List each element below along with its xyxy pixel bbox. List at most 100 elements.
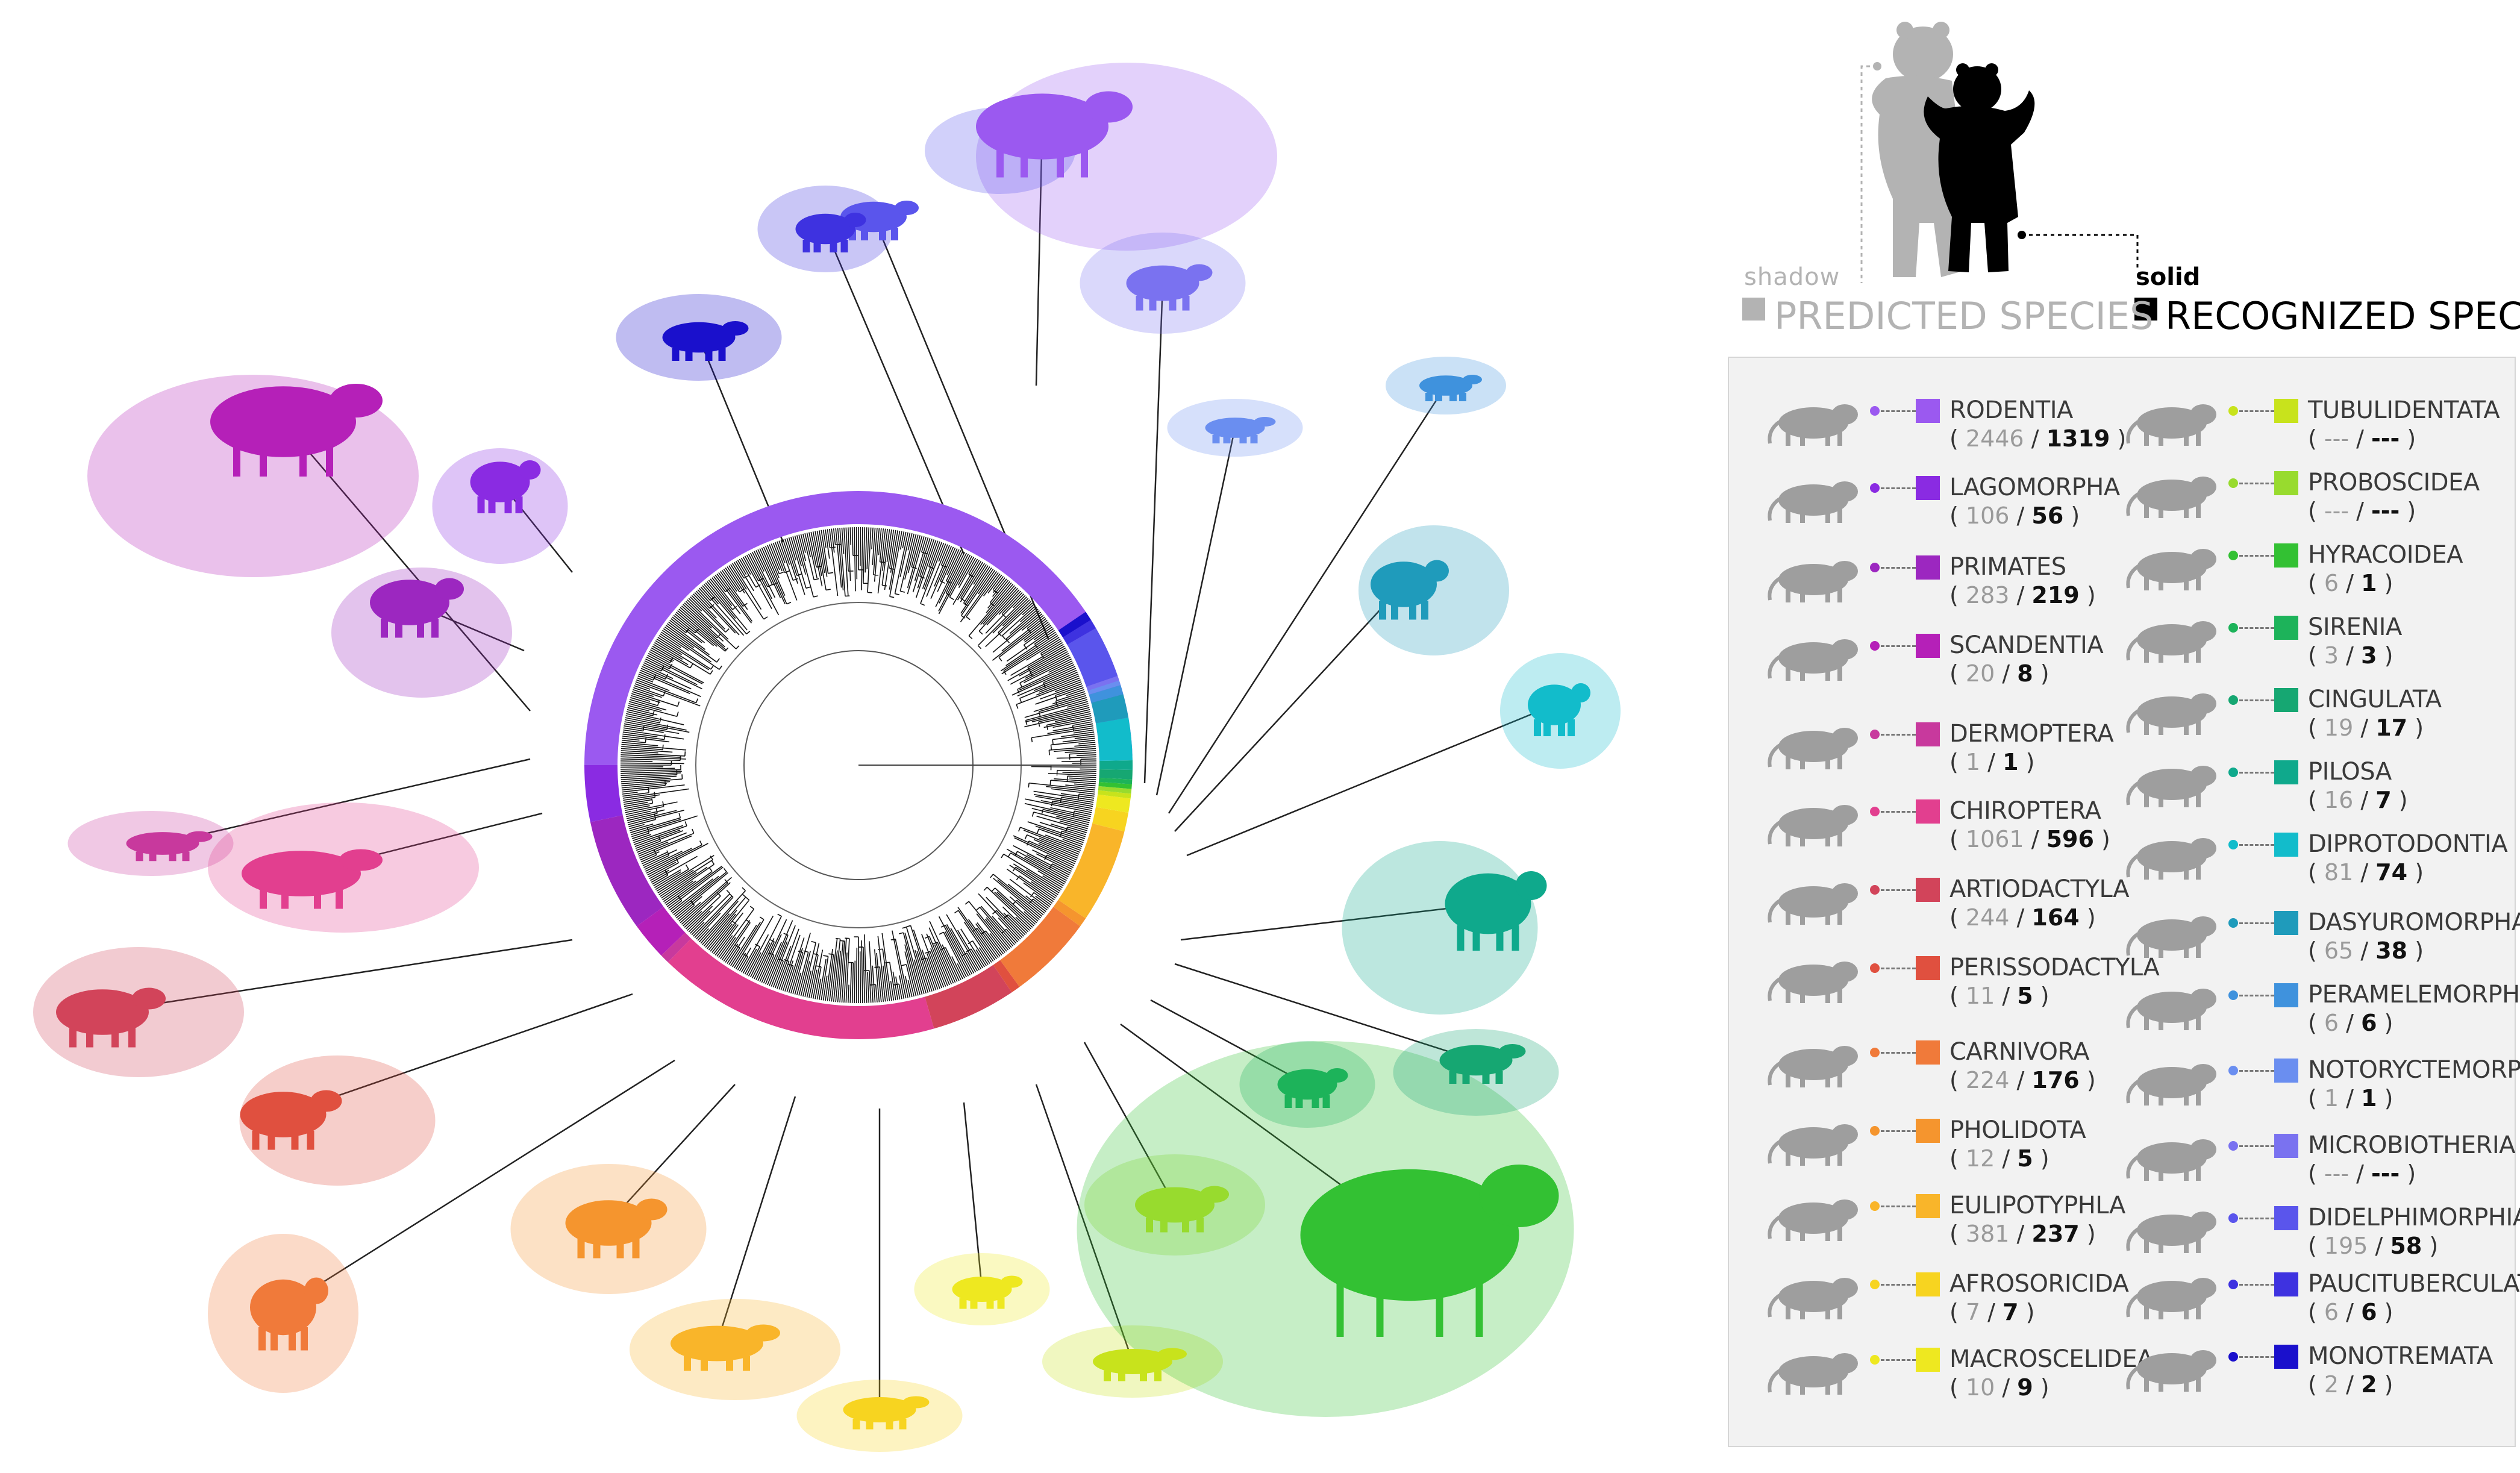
leader-lines: [102, 126, 1555, 1410]
order-name: DIPROTODONTIA: [2308, 830, 2508, 858]
bandicoot-silhouette-icon: [1419, 375, 1482, 401]
legend-entry-pholidota: PHOLIDOTA( 12 / 5 ): [1765, 1108, 2151, 1175]
order-name: SIRENIA: [2308, 613, 2402, 641]
recognized-count: 7: [2375, 787, 2392, 813]
recognized-count: 1319: [2046, 425, 2110, 452]
order-color-swatch: [2274, 399, 2298, 423]
predicted-count: 6: [2324, 1010, 2339, 1036]
order-color-swatch: [1916, 878, 1940, 902]
ring-segment-sirenia: [1099, 777, 1133, 784]
bear-solid-icon: [1924, 63, 2035, 272]
legend-connector: [2239, 1284, 2274, 1286]
predicted-species-label: PREDICTED SPECIES: [1774, 294, 2154, 338]
order-counts: ( 65 / 38 ): [2308, 937, 2424, 964]
platypus-silhouette-icon: [662, 321, 749, 361]
leader-line-rodentia: [1035, 126, 1043, 386]
order-counts: ( --- / --- ): [2308, 425, 2416, 452]
armadillo-silhouette-icon: [2126, 693, 2216, 735]
legend-dot: [2228, 695, 2238, 705]
legend-entry-pilosa: PILOSA( 16 / 7 ): [2124, 749, 2509, 817]
ring-segment-proboscidea: [1098, 786, 1132, 794]
predicted-count: 12: [1965, 1145, 1995, 1172]
deer-silhouette-icon: [56, 987, 166, 1048]
order-color-swatch: [1916, 799, 1940, 824]
order-color-swatch: [1916, 1272, 1940, 1296]
order-counts: ( 195 / 58 ): [2308, 1233, 2439, 1259]
legend-entry-monotremata: MONOTREMATA( 2 / 2 ): [2124, 1334, 2509, 1401]
elephant-silhouette-icon: [2126, 477, 2216, 518]
predicted-count: 65: [2324, 937, 2354, 964]
order-color-ring: [584, 490, 1133, 1039]
leader-line-dermoptera: [162, 758, 531, 845]
legend-dot: [2228, 1213, 2238, 1223]
recognized-count: 38: [2375, 937, 2408, 964]
anteater-silhouette-icon: [1445, 871, 1547, 951]
order-color-swatch: [2274, 1272, 2298, 1296]
legend-entry-cingulata: CINGULATA( 19 / 17 ): [2124, 677, 2509, 745]
lemur-silhouette-icon: [370, 578, 464, 638]
leader-line-cingulata: [1174, 963, 1477, 1062]
deer-silhouette-icon: [1768, 883, 1858, 925]
recognized-count: 2: [2361, 1371, 2377, 1398]
order-color-swatch: [1916, 1119, 1940, 1143]
rodent-silhouette-icon: [1768, 404, 1858, 446]
order-counts: ( 1 / 1 ): [1949, 749, 2035, 775]
order-color-swatch: [2274, 833, 2298, 857]
legend-dot: [1870, 807, 1880, 816]
predicted-count: 81: [2324, 859, 2354, 886]
order-color-swatch: [2274, 471, 2298, 495]
legend-entry-tubulidentata: TUBULIDENTATA( --- / --- ): [2124, 388, 2509, 455]
tenrec-silhouette-icon: [1768, 1278, 1858, 1319]
legend-dot: [2228, 840, 2238, 849]
ring-segment-microbiotheria: [1086, 675, 1119, 691]
predicted-count: 20: [1965, 660, 1995, 687]
hedgehog-silhouette-icon: [1768, 1199, 1858, 1241]
order-color-swatch: [2274, 1059, 2298, 1083]
ring-segment-peramelemorphia: [1089, 684, 1124, 703]
legend-entry-lagomorpha: LAGOMORPHA( 106 / 56 ): [1765, 465, 2151, 533]
legend-dot: [1870, 885, 1880, 895]
leader-line-sirenia: [1150, 999, 1308, 1086]
predicted-count: 6: [2324, 1299, 2339, 1325]
predicted-count: 10: [1965, 1374, 1995, 1401]
rodent-silhouette-icon: [976, 91, 1133, 178]
fox-silhouette-icon: [1768, 1046, 1858, 1087]
marsupial-mole-silhouette-icon: [2126, 1064, 2216, 1106]
order-color-swatch: [1916, 555, 1940, 580]
tapir-shadow-icon: [239, 1055, 436, 1186]
leader-line-tubulidentata: [1035, 1084, 1134, 1362]
order-color-swatch: [2274, 543, 2298, 568]
order-color-swatch: [1916, 476, 1940, 500]
tree-branches: [621, 527, 1096, 1003]
legend-connector: [2239, 627, 2274, 629]
aardvark-silhouette-icon: [1093, 1348, 1187, 1381]
predicted-count: 7: [1965, 1299, 1981, 1325]
predicted-count: 1: [1965, 749, 1981, 775]
tapir-silhouette-icon: [1768, 962, 1858, 1003]
order-name: TUBULIDENTATA: [2308, 396, 2500, 424]
predicted-count: 283: [1965, 582, 2010, 608]
ring-segment-perissodactyla: [993, 960, 1020, 993]
aardvark-silhouette-icon: [2126, 404, 2216, 446]
order-counts: ( 244 / 164 ): [1949, 904, 2096, 931]
legend-connector: [2239, 1070, 2274, 1072]
legend-connector: [2239, 483, 2274, 484]
recognized-count: 9: [2017, 1374, 2033, 1401]
recognized-count: 1: [2361, 570, 2377, 596]
legend-entry-hyracoidea: HYRACOIDEA( 6 / 1 ): [2124, 533, 2509, 600]
legend-connector: [1881, 811, 1916, 813]
order-counts: ( 81 / 74 ): [2308, 859, 2424, 886]
leader-line-perissodactyla: [283, 993, 633, 1116]
order-name: MICROBIOTHERIA: [2308, 1131, 2515, 1159]
ring-segment-diprotodontia: [1095, 717, 1133, 762]
ring-segment-pilosa: [1099, 760, 1133, 770]
bandicoot-silhouette-icon: [2126, 989, 2216, 1030]
tenrec-silhouette-icon: [843, 1396, 930, 1430]
order-color-swatch: [1916, 1194, 1940, 1218]
legend-connector: [1881, 1206, 1916, 1207]
predicted-count: 224: [1965, 1067, 2010, 1093]
order-name: LAGOMORPHA: [1949, 474, 2120, 501]
order-name: DERMOPTERA: [1949, 720, 2114, 748]
order-color-swatch: [2274, 760, 2298, 784]
legend-dot: [2228, 1066, 2238, 1075]
